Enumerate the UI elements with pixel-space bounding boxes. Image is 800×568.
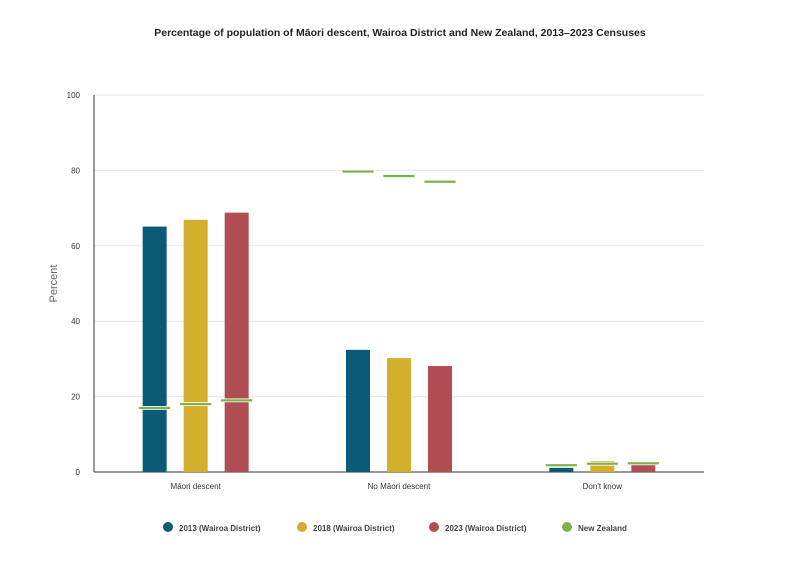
legend-label: New Zealand bbox=[578, 524, 627, 533]
reference-marker bbox=[585, 461, 619, 466]
legend-label: 2013 (Wairoa District) bbox=[179, 524, 261, 533]
bar bbox=[224, 212, 249, 472]
y-tick-label: 100 bbox=[67, 91, 81, 100]
bar bbox=[183, 219, 208, 472]
y-tick-label: 60 bbox=[71, 242, 80, 251]
reference-marker bbox=[423, 179, 457, 184]
y-tick-label: 0 bbox=[76, 468, 81, 477]
y-axis-label: Percent bbox=[48, 265, 60, 303]
chart-title: Percentage of population of Māori descen… bbox=[154, 27, 646, 39]
x-tick-label: No Māori descent bbox=[368, 482, 431, 491]
y-tick-label: 40 bbox=[71, 317, 80, 326]
bar bbox=[428, 366, 452, 472]
bar bbox=[346, 349, 370, 472]
reference-marker bbox=[544, 463, 578, 468]
y-tick-label: 20 bbox=[71, 393, 80, 402]
reference-marker bbox=[220, 398, 254, 403]
x-tick-label: Don't know bbox=[583, 482, 623, 491]
reference-marker bbox=[382, 174, 416, 178]
legend-marker bbox=[429, 522, 439, 532]
legend-label: 2018 (Wairoa District) bbox=[313, 524, 395, 533]
bar bbox=[387, 358, 411, 472]
legend-marker bbox=[562, 522, 572, 532]
reference-marker bbox=[626, 461, 660, 466]
x-tick-label: Māori descent bbox=[171, 482, 222, 491]
legend-marker bbox=[163, 522, 173, 532]
reference-marker bbox=[341, 169, 375, 174]
reference-marker bbox=[138, 406, 172, 410]
bar bbox=[142, 226, 167, 472]
bar bbox=[631, 464, 656, 472]
bar bbox=[549, 467, 574, 472]
bar bbox=[590, 461, 615, 472]
y-tick-label: 80 bbox=[71, 166, 80, 175]
reference-marker bbox=[179, 402, 213, 407]
legend-marker bbox=[297, 522, 307, 532]
legend-label: 2023 (Wairoa District) bbox=[445, 524, 527, 533]
